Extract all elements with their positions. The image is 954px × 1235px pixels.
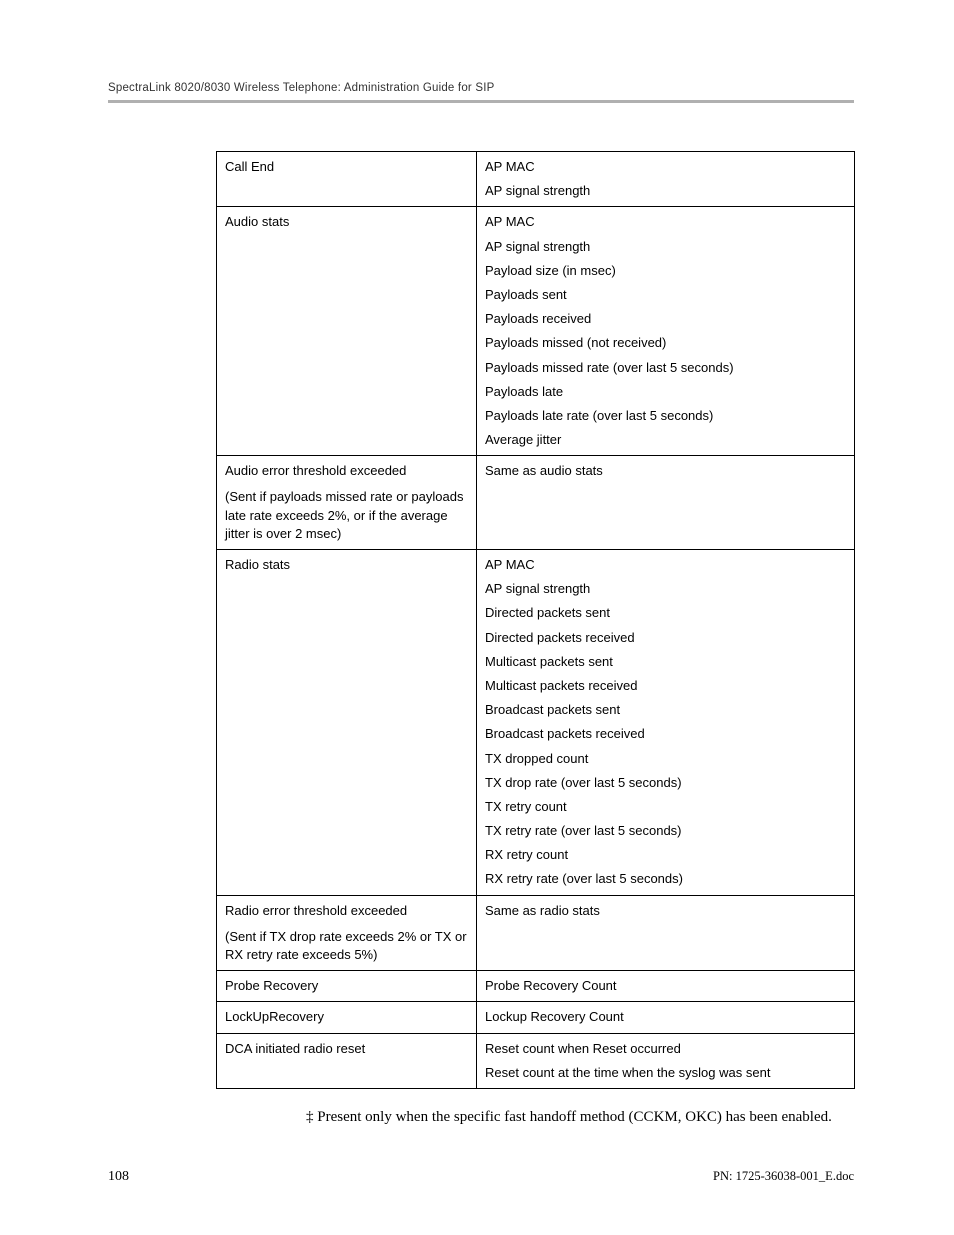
- cell-sub-text: (Sent if TX drop rate exceeds 2% or TX o…: [225, 928, 468, 964]
- cell-line: Payloads received: [485, 310, 846, 328]
- table-cell-left: Audio stats: [217, 207, 477, 456]
- table-cell-right: Lockup Recovery Count: [477, 1002, 855, 1033]
- cell-main-text: Audio stats: [225, 213, 468, 231]
- table-cell-right: Probe Recovery Count: [477, 971, 855, 1002]
- cell-line: Broadcast packets received: [485, 725, 846, 743]
- page-header-title: SpectraLink 8020/8030 Wireless Telephone…: [108, 82, 854, 94]
- table-cell-left: DCA initiated radio reset: [217, 1033, 477, 1088]
- syslog-message-table: Call EndAP MACAP signal strengthAudio st…: [216, 151, 855, 1089]
- cell-main-text: Radio stats: [225, 556, 468, 574]
- cell-line: TX retry rate (over last 5 seconds): [485, 822, 846, 840]
- cell-line: TX drop rate (over last 5 seconds): [485, 774, 846, 792]
- table-cell-right: AP MAC AP signal strength: [477, 152, 855, 207]
- table-row: Audio stats AP MAC AP signal strength Paylo…: [217, 207, 855, 456]
- table-row: Radio error threshold exceeded (Sent if T…: [217, 895, 855, 971]
- cell-line: RX retry count: [485, 846, 846, 864]
- cell-line: Multicast packets received: [485, 677, 846, 695]
- cell-line: AP MAC: [485, 158, 846, 176]
- cell-line: Directed packets received: [485, 629, 846, 647]
- table-cell-right: AP MAC AP signal strength Directed packets…: [477, 550, 855, 896]
- cell-main-text: DCA initiated radio reset: [225, 1040, 468, 1058]
- cell-line: Same as audio stats: [485, 462, 846, 480]
- document-page: SpectraLink 8020/8030 Wireless Telephone…: [0, 0, 954, 1235]
- cell-main-text: Call End: [225, 158, 468, 176]
- table-row: Audio error threshold exceeded (Sent if p…: [217, 456, 855, 550]
- cell-sub-text: (Sent if payloads missed rate or payload…: [225, 488, 468, 543]
- table-cell-left: Radio stats: [217, 550, 477, 896]
- table-cell-left: Audio error threshold exceeded (Sent if p…: [217, 456, 477, 550]
- cell-line: AP signal strength: [485, 182, 846, 200]
- cell-line: RX retry rate (over last 5 seconds): [485, 870, 846, 888]
- cell-line: AP signal strength: [485, 238, 846, 256]
- header-divider: [108, 100, 854, 103]
- cell-line: Reset count at the time when the syslog …: [485, 1064, 846, 1082]
- cell-line: Broadcast packets sent: [485, 701, 846, 719]
- cell-line: Payloads sent: [485, 286, 846, 304]
- cell-line: AP signal strength: [485, 580, 846, 598]
- cell-line: Payloads late rate (over last 5 seconds): [485, 407, 846, 425]
- cell-line: Same as radio stats: [485, 902, 846, 920]
- cell-line: Probe Recovery Count: [485, 977, 846, 995]
- cell-line: Reset count when Reset occurred: [485, 1040, 846, 1058]
- cell-main-text: LockUpRecovery: [225, 1008, 468, 1026]
- cell-line: AP MAC: [485, 213, 846, 231]
- cell-line: Payloads missed rate (over last 5 second…: [485, 359, 846, 377]
- table-cell-left: Call End: [217, 152, 477, 207]
- table-cell-right: Same as radio stats: [477, 895, 855, 971]
- cell-main-text: Probe Recovery: [225, 977, 468, 995]
- table-row: Call End AP MAC AP signal strength: [217, 152, 855, 207]
- cell-line: Payload size (in msec): [485, 262, 846, 280]
- cell-main-text: Radio error threshold exceeded: [225, 902, 468, 920]
- cell-line: Lockup Recovery Count: [485, 1008, 846, 1026]
- table-cell-right: Reset count when Reset occurred Reset cou…: [477, 1033, 855, 1088]
- table-cell-left: LockUpRecovery: [217, 1002, 477, 1033]
- table-row: LockUpRecovery Lockup Recovery Count: [217, 1002, 855, 1033]
- table-cell-left: Radio error threshold exceeded (Sent if T…: [217, 895, 477, 971]
- table-row: DCA initiated radio reset Reset count whe…: [217, 1033, 855, 1088]
- page-number: 108: [108, 1169, 129, 1185]
- table-row: Probe Recovery Probe Recovery Count: [217, 971, 855, 1002]
- cell-line: TX dropped count: [485, 750, 846, 768]
- cell-line: Multicast packets sent: [485, 653, 846, 671]
- table-cell-right: AP MAC AP signal strength Payload size (in…: [477, 207, 855, 456]
- table-cell-left: Probe Recovery: [217, 971, 477, 1002]
- cell-line: Payloads late: [485, 383, 846, 401]
- cell-line: Directed packets sent: [485, 604, 846, 622]
- table-cell-right: Same as audio stats: [477, 456, 855, 550]
- cell-line: Average jitter: [485, 431, 846, 449]
- footnote-text: ‡ Present only when the specific fast ha…: [306, 1107, 846, 1128]
- syslog-table-container: Call EndAP MACAP signal strengthAudio st…: [216, 151, 854, 1089]
- cell-line: AP MAC: [485, 556, 846, 574]
- cell-line: TX retry count: [485, 798, 846, 816]
- cell-line: Payloads missed (not received): [485, 334, 846, 352]
- part-number: PN: 1725-36038-001_E.doc: [713, 1169, 854, 1184]
- page-footer: 108 PN: 1725-36038-001_E.doc: [108, 1169, 854, 1185]
- table-row: Radio stats AP MAC AP signal strength Direc…: [217, 550, 855, 896]
- cell-main-text: Audio error threshold exceeded: [225, 462, 468, 480]
